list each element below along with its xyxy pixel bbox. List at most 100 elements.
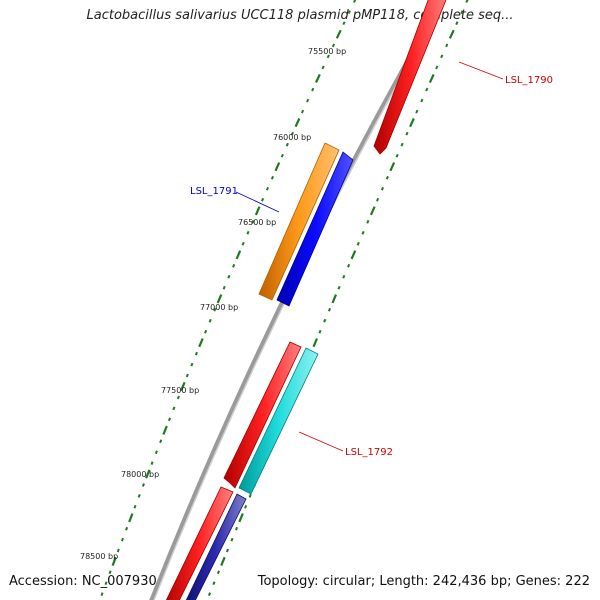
ruler-inner-minor-tick — [331, 43, 336, 48]
ruler-outer-minor-tick — [445, 43, 449, 48]
ruler-inner-minor-tick — [280, 153, 284, 158]
ruler-inner-minor-tick — [116, 548, 120, 553]
ruler-outer-minor-tick — [420, 98, 424, 103]
ruler-inner-major-tick — [145, 469, 151, 479]
ruler-inner-minor-tick — [227, 274, 231, 279]
ruler-outer-minor-tick — [356, 241, 360, 246]
ruler-outer-minor-tick — [327, 307, 332, 312]
ruler-inner-minor-tick — [190, 362, 194, 367]
ruler-label-77000: 77000 bp — [200, 303, 238, 312]
ruler-inner-minor-tick — [125, 526, 129, 531]
ruler-inner-major-tick — [198, 338, 204, 348]
ruler-outer-minor-tick — [230, 537, 234, 542]
ruler-inner-minor-tick — [213, 307, 217, 312]
ruler-inner-minor-tick — [108, 570, 112, 575]
ruler-outer-minor-tick — [400, 142, 404, 147]
ruler-inner-minor-tick — [176, 395, 180, 400]
ruler-outer-minor-tick — [207, 592, 212, 596]
ruler-inner-minor-tick — [241, 241, 245, 246]
ruler-inner-minor-tick — [194, 351, 198, 356]
ruler-outer-minor-tick — [248, 494, 252, 498]
ruler-outer-minor-tick — [415, 109, 419, 114]
gene-arrow-lsl-1791[interactable] — [276, 151, 354, 307]
ruler-outer-major-tick — [220, 556, 226, 567]
ruler-inner-minor-tick — [120, 537, 124, 542]
ruler-outer-major-tick — [448, 29, 455, 39]
gene-label-lsl-1792[interactable]: LSL_1792 — [345, 447, 393, 458]
gene-arrow-lsl-1790[interactable] — [373, 0, 448, 155]
ruler-label-78000: 78000 bp — [121, 470, 159, 479]
ruler-inner-minor-tick — [222, 285, 226, 290]
callout-line-lsl-1791 — [235, 191, 280, 213]
ruler-outer-minor-tick — [425, 87, 429, 92]
gene-bar-red-bottom[interactable] — [164, 486, 234, 600]
ruler-outer-minor-tick — [465, 0, 469, 3]
ruler-outer-major-tick — [238, 513, 244, 523]
accession-text: Accession: NC_007930 — [9, 574, 157, 589]
ruler-inner-minor-tick — [353, 0, 357, 3]
ruler-outer-minor-tick — [318, 329, 322, 334]
callout-line-lsl-1790 — [458, 61, 504, 80]
ruler-outer-minor-tick — [385, 175, 389, 180]
ruler-outer-major-tick — [312, 338, 319, 348]
ruler-label-75500: 75500 bp — [308, 47, 346, 56]
ruler-outer-major-tick — [389, 162, 396, 172]
ruler-outer-minor-tick — [342, 274, 346, 279]
ruler-inner-minor-tick — [260, 197, 265, 202]
ruler-inner-major-tick — [180, 381, 186, 392]
ruler-inner-minor-tick — [347, 10, 351, 15]
ruler-outer-major-tick — [409, 118, 415, 128]
ruler-inner-major-tick — [128, 513, 134, 523]
ruler-inner-minor-tick — [208, 318, 212, 323]
ruler-inner-minor-tick — [154, 450, 158, 455]
ruler-inner-major-tick — [216, 294, 223, 304]
ruler-inner-minor-tick — [185, 373, 189, 378]
ruler-inner-minor-tick — [251, 219, 255, 224]
ruler-outer-major-tick — [369, 206, 376, 216]
ruler-outer-minor-tick — [380, 186, 385, 191]
ruler-label-76000: 76000 bp — [273, 133, 311, 142]
ruler-inner-major-tick — [235, 250, 242, 260]
ruler-outer-minor-tick — [376, 197, 380, 202]
ruler-inner-minor-tick — [159, 439, 163, 444]
gene-bar-orange[interactable] — [258, 142, 340, 301]
ruler-inner-minor-tick — [137, 494, 141, 498]
ruler-outer-ticks — [207, 0, 469, 596]
gene-arrow-red-lower[interactable] — [223, 341, 302, 489]
ruler-inner-minor-tick — [172, 406, 176, 411]
ruler-outer-minor-tick — [212, 581, 216, 586]
ruler-outer-minor-tick — [460, 10, 464, 15]
ruler-inner-major-tick — [162, 425, 168, 435]
ruler-inner-minor-tick — [306, 98, 310, 103]
ruler-outer-minor-tick — [225, 548, 230, 553]
callout-line-lsl-1792 — [298, 431, 344, 452]
ruler-label-77500: 77500 bp — [161, 386, 199, 395]
ruler-inner-major-tick — [274, 162, 281, 172]
ruler-inner-minor-tick — [270, 175, 275, 180]
ruler-inner-major-tick — [254, 206, 261, 216]
gene-arrow-lsl-1792[interactable] — [238, 347, 319, 495]
ruler-outer-minor-tick — [395, 153, 399, 158]
ruler-outer-minor-tick — [347, 263, 351, 268]
ruler-inner-minor-tick — [311, 87, 315, 92]
ruler-label-78500: 78500 bp — [80, 552, 118, 561]
ruler-inner-minor-tick — [167, 417, 172, 422]
ruler-outer-minor-tick — [337, 285, 341, 290]
gene-label-lsl-1791[interactable]: LSL_1791 — [190, 186, 238, 197]
ruler-inner-minor-tick — [326, 54, 330, 59]
ruler-inner-minor-tick — [100, 592, 104, 596]
ruler-inner-minor-tick — [141, 483, 145, 487]
ruler-inner-minor-tick — [246, 230, 250, 235]
gene-bar-navy-bottom[interactable] — [184, 493, 247, 600]
ruler-outer-minor-tick — [234, 526, 239, 531]
gene-label-lsl-1790[interactable]: LSL_1790 — [505, 75, 553, 86]
ruler-inner-major-tick — [335, 29, 342, 39]
ruler-outer-major-tick — [331, 294, 338, 304]
ruler-outer-minor-tick — [455, 21, 459, 26]
ruler-outer-minor-tick — [361, 230, 365, 235]
ruler-inner-major-tick — [111, 556, 117, 566]
ruler-inner-major-tick — [315, 73, 321, 83]
map-title: Lactobacillus salivarius UCC118 plasmid … — [86, 8, 514, 23]
ruler-outer-minor-tick — [216, 570, 221, 575]
